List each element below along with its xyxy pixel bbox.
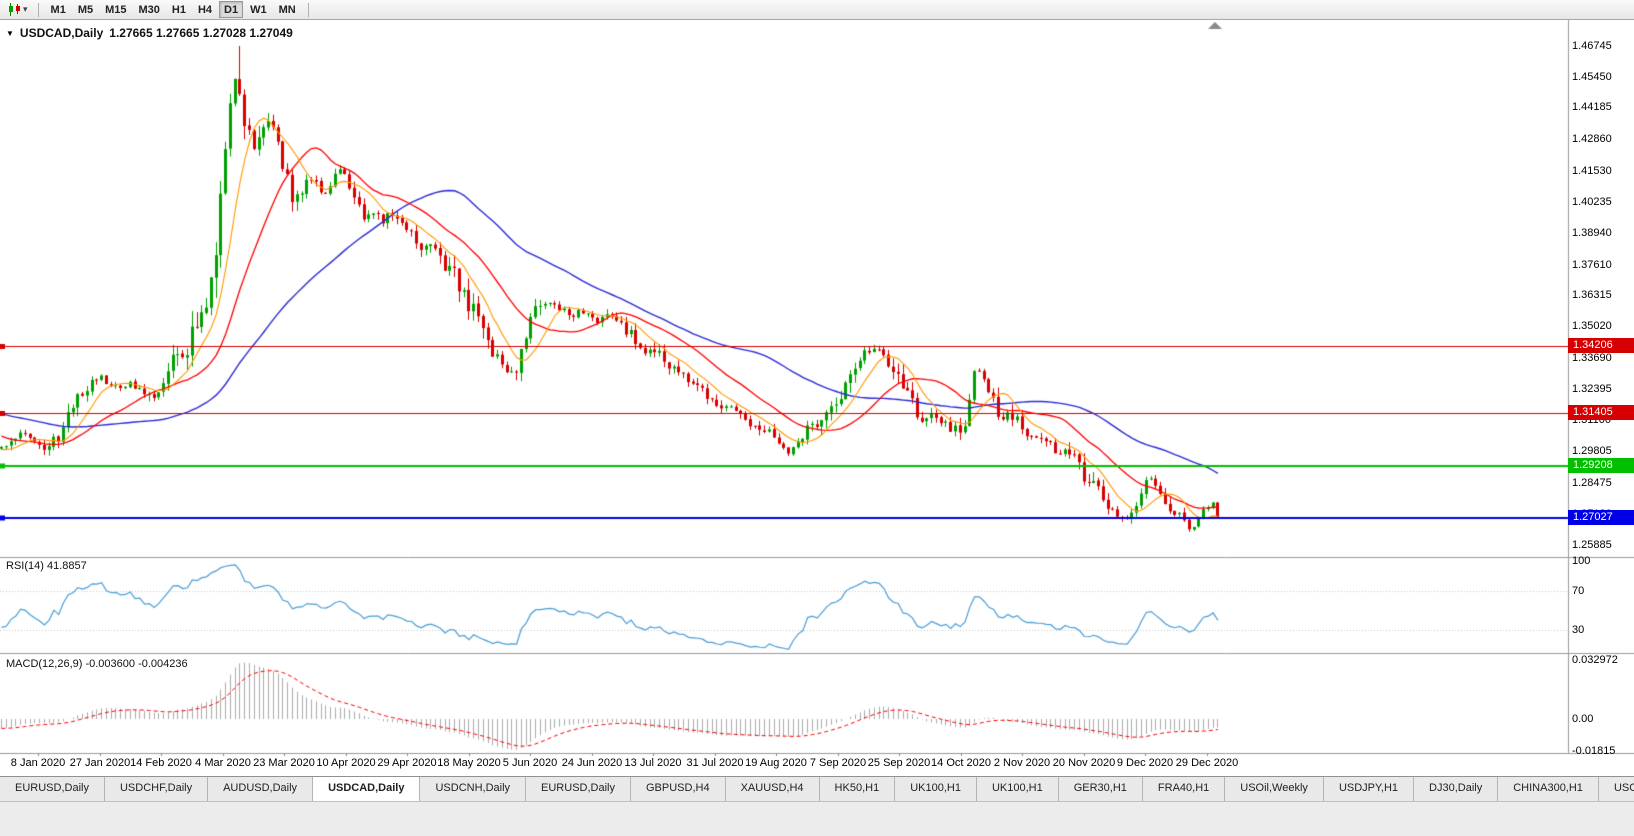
price-axis-tick: 1.38940 [1572, 227, 1612, 239]
timeframe-button-h4[interactable]: H4 [197, 4, 213, 16]
price-line-badge[interactable]: 1.29208 [1568, 458, 1634, 473]
toolbar: ▾ M1 M5 M15 M30 H1 H4 D1 W1 MN [0, 0, 1634, 20]
price-line-badge[interactable]: 1.27027 [1568, 510, 1634, 525]
price-axis-tick: 1.25885 [1572, 539, 1612, 551]
price-axis-tick: 1.35020 [1572, 320, 1612, 332]
timeframe-button-m5[interactable]: M5 [77, 4, 94, 16]
tab-xauusd-h4[interactable]: XAUUSD,H4 [725, 777, 820, 801]
tab-usdjpy-h1[interactable]: USDJPY,H1 [1323, 777, 1415, 801]
tab-audusd-daily[interactable]: AUDUSD,Daily [208, 777, 314, 801]
tab-usdcad-daily[interactable]: USDCAD,Daily [313, 777, 421, 801]
macd-axis-tick: 0.00 [1572, 713, 1594, 725]
date-axis-label: 8 Jan 2020 [10, 757, 66, 769]
date-axis-label: 5 Jun 2020 [502, 757, 558, 769]
tab-uk100-h1[interactable]: UK100,H1 [895, 777, 977, 801]
timeframe-button-m15[interactable]: M15 [105, 4, 127, 16]
rsi-axis-tick: 30 [1572, 624, 1585, 636]
macd-indicator-label: MACD(12,26,9) -0.003600 -0.004236 [6, 658, 188, 670]
tab-usdcnh-daily[interactable]: USDCNH,Daily [420, 777, 527, 801]
price-axis-tick: 1.32395 [1572, 383, 1612, 395]
timeframe-button-mn[interactable]: MN [278, 4, 296, 16]
price-axis-tick: 1.40235 [1572, 196, 1612, 208]
symbol-label: USDCAD,Daily [19, 26, 104, 40]
date-axis-label: 27 Jan 2020 [69, 757, 131, 769]
tab-usoil[interactable]: USOil, [1598, 777, 1634, 801]
date-axis-label: 25 Sep 2020 [867, 757, 931, 769]
price-line-badge[interactable]: 1.31405 [1568, 405, 1634, 420]
timeframe-button-m30[interactable]: M30 [138, 4, 160, 16]
timeframe-button-h1[interactable]: H1 [171, 4, 186, 16]
price-axis-tick: 1.42860 [1572, 133, 1612, 145]
price-axis-tick: 1.37610 [1572, 259, 1612, 271]
tab-usdchf-daily[interactable]: USDCHF,Daily [104, 777, 209, 801]
tab-usoil-weekly[interactable]: USOil,Weekly [1225, 777, 1324, 801]
tab-eurusd-daily[interactable]: EURUSD,Daily [526, 777, 631, 801]
macd-axis-tick: 0.032972 [1572, 654, 1618, 666]
status-bar [0, 801, 1634, 836]
date-axis-label: 7 Sep 2020 [809, 757, 867, 769]
tab-gbpusd-h4[interactable]: GBPUSD,H4 [631, 777, 726, 801]
date-axis-label: 4 Mar 2020 [195, 757, 251, 769]
date-axis-label: 14 Oct 2020 [931, 757, 991, 769]
date-axis-label: 19 Aug 2020 [745, 757, 807, 769]
price-axis-tick: 1.41530 [1572, 165, 1612, 177]
date-axis-label: 9 Dec 2020 [1116, 757, 1174, 769]
ohlc-values: 1.27665 1.27665 1.27028 1.27049 [109, 26, 293, 40]
timeframe-button-d1[interactable]: D1 [219, 1, 244, 18]
date-axis-label: 13 Jul 2020 [624, 757, 682, 769]
date-axis-label: 23 Mar 2020 [253, 757, 315, 769]
date-axis-label: 2 Nov 2020 [993, 757, 1051, 769]
toolbar-separator [307, 2, 309, 17]
rsi-axis-tick: 70 [1572, 585, 1585, 597]
price-axis-tick: 1.44185 [1572, 101, 1612, 113]
tab-fra40-h1[interactable]: FRA40,H1 [1142, 777, 1226, 801]
timeframe-button-m1[interactable]: M1 [50, 4, 66, 16]
tab-eurusd-daily[interactable]: EURUSD,Daily [0, 777, 105, 801]
chart-tabs-bar: EURUSD,Daily USDCHF,Daily AUDUSD,Daily USDC… [0, 776, 1634, 801]
timeframe-button-w1[interactable]: W1 [250, 4, 267, 16]
price-axis-tick: 1.28475 [1572, 477, 1612, 489]
date-axis-label: 20 Nov 2020 [1052, 757, 1116, 769]
price-axis-tick: 1.46745 [1572, 40, 1612, 52]
timeframe-buttons: M1 M5 M15 M30 H1 H4 D1 W1 MN [45, 1, 302, 18]
rsi-axis-tick: 100 [1572, 555, 1591, 567]
chevron-down-icon[interactable]: ▾ [23, 4, 28, 14]
price-line-badge[interactable]: 1.34206 [1568, 338, 1634, 353]
date-axis-label: 14 Feb 2020 [130, 757, 192, 769]
price-axis-tick: 1.29805 [1572, 445, 1612, 457]
tab-dj30-daily[interactable]: DJ30,Daily [1414, 777, 1499, 801]
date-axis-label: 29 Apr 2020 [377, 757, 437, 769]
price-axis-tick: 1.45450 [1572, 71, 1612, 83]
date-axis-label: 31 Jul 2020 [686, 757, 744, 769]
chart-ohlc-title: ▼ USDCAD,Daily 1.27665 1.27665 1.27028 1… [6, 26, 293, 40]
tab-hk50-h1[interactable]: HK50,H1 [819, 777, 896, 801]
date-axis-label: 10 Apr 2020 [316, 757, 376, 769]
price-chart-canvas[interactable] [0, 20, 1634, 776]
tab-uk100-h1[interactable]: UK100,H1 [976, 777, 1059, 801]
rsi-indicator-label: RSI(14) 41.8857 [6, 560, 87, 572]
date-axis-label: 24 Jun 2020 [561, 757, 623, 769]
toolbar-separator [37, 2, 39, 17]
tab-ger30-h1[interactable]: GER30,H1 [1058, 777, 1143, 801]
date-axis-label: 18 May 2020 [437, 757, 501, 769]
symbol-dropdown-icon[interactable]: ▼ [6, 28, 14, 38]
candlestick-chart-icon[interactable] [7, 3, 22, 16]
date-axis-label: 29 Dec 2020 [1175, 757, 1239, 769]
price-axis-tick: 1.36315 [1572, 289, 1612, 301]
price-axis-tick: 1.33690 [1572, 352, 1612, 364]
macd-axis-tick: -0.01815 [1572, 745, 1616, 757]
tab-china300-h1[interactable]: CHINA300,H1 [1498, 777, 1599, 801]
